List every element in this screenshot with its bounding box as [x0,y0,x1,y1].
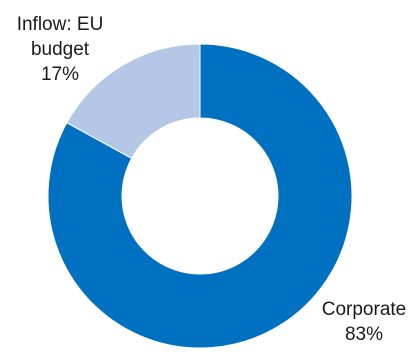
data-label-corporate-percent: 83% [344,324,384,345]
data-label-eu-budget-line2: budget [30,39,90,60]
donut-slice-corporate [47,43,353,349]
data-label-eu-budget: Inflow: EU budget 17% [0,12,120,87]
data-label-eu-budget-line1: Inflow: EU [16,14,104,35]
data-label-eu-budget-percent: 17% [40,64,80,85]
data-label-corporate: Corporate 83% [312,297,416,347]
data-label-corporate-line1: Corporate [321,299,407,320]
